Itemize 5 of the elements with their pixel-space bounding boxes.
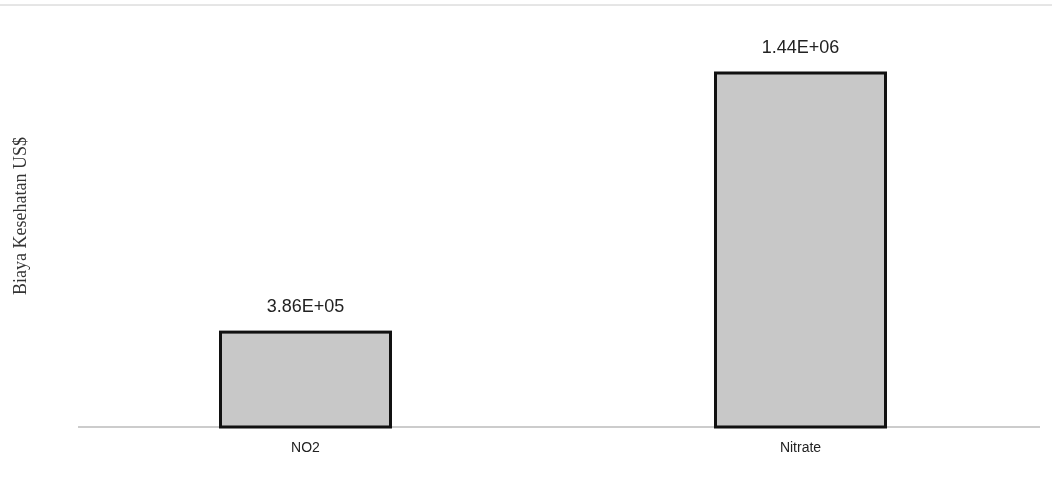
data-label: 1.44E+06 bbox=[761, 37, 840, 57]
y-axis-title: Biaya Kesehatan US$ bbox=[10, 137, 30, 295]
data-label: 3.86E+05 bbox=[266, 296, 345, 317]
x-tick-label: NO2 bbox=[291, 439, 321, 455]
x-tick-label: Nitrate bbox=[779, 439, 822, 455]
